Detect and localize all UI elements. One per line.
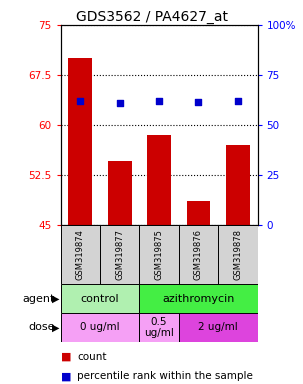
Bar (68, 58, 92, 225)
Bar (226, 145, 250, 225)
Bar (179, 225, 218, 284)
Bar (100, 225, 139, 284)
Text: agent: agent (22, 293, 55, 304)
Point (196, 99, 201, 105)
Text: ▶: ▶ (52, 293, 59, 304)
Text: GSM319876: GSM319876 (194, 229, 203, 280)
Bar (218, 225, 258, 284)
Point (117, 100, 122, 106)
Text: control: control (81, 293, 119, 304)
Text: GSM319877: GSM319877 (115, 229, 124, 280)
Point (157, 98, 161, 104)
Text: ■: ■ (61, 371, 71, 381)
Text: percentile rank within the sample: percentile rank within the sample (77, 371, 253, 381)
Text: dose: dose (28, 322, 55, 333)
Text: GDS3562 / PA4627_at: GDS3562 / PA4627_at (75, 10, 228, 23)
Text: 0 ug/ml: 0 ug/ml (80, 322, 120, 333)
Bar (61, 313, 139, 342)
Bar (61, 284, 139, 313)
Text: count: count (77, 352, 107, 362)
Bar (187, 201, 210, 225)
Text: 2 ug/ml: 2 ug/ml (198, 322, 238, 333)
Text: GSM319875: GSM319875 (155, 229, 164, 280)
Text: 0.5
ug/ml: 0.5 ug/ml (144, 316, 174, 338)
Text: GSM319874: GSM319874 (76, 229, 85, 280)
Text: ▶: ▶ (52, 322, 59, 333)
Bar (108, 161, 132, 225)
Bar (147, 135, 171, 225)
Bar (179, 313, 258, 342)
Bar (139, 225, 179, 284)
Point (78, 98, 83, 104)
Bar (139, 313, 179, 342)
Text: ■: ■ (61, 352, 71, 362)
Point (235, 98, 240, 104)
Bar (61, 225, 100, 284)
Text: azithromycin: azithromycin (162, 293, 235, 304)
Text: GSM319878: GSM319878 (233, 229, 242, 280)
Bar (139, 284, 258, 313)
